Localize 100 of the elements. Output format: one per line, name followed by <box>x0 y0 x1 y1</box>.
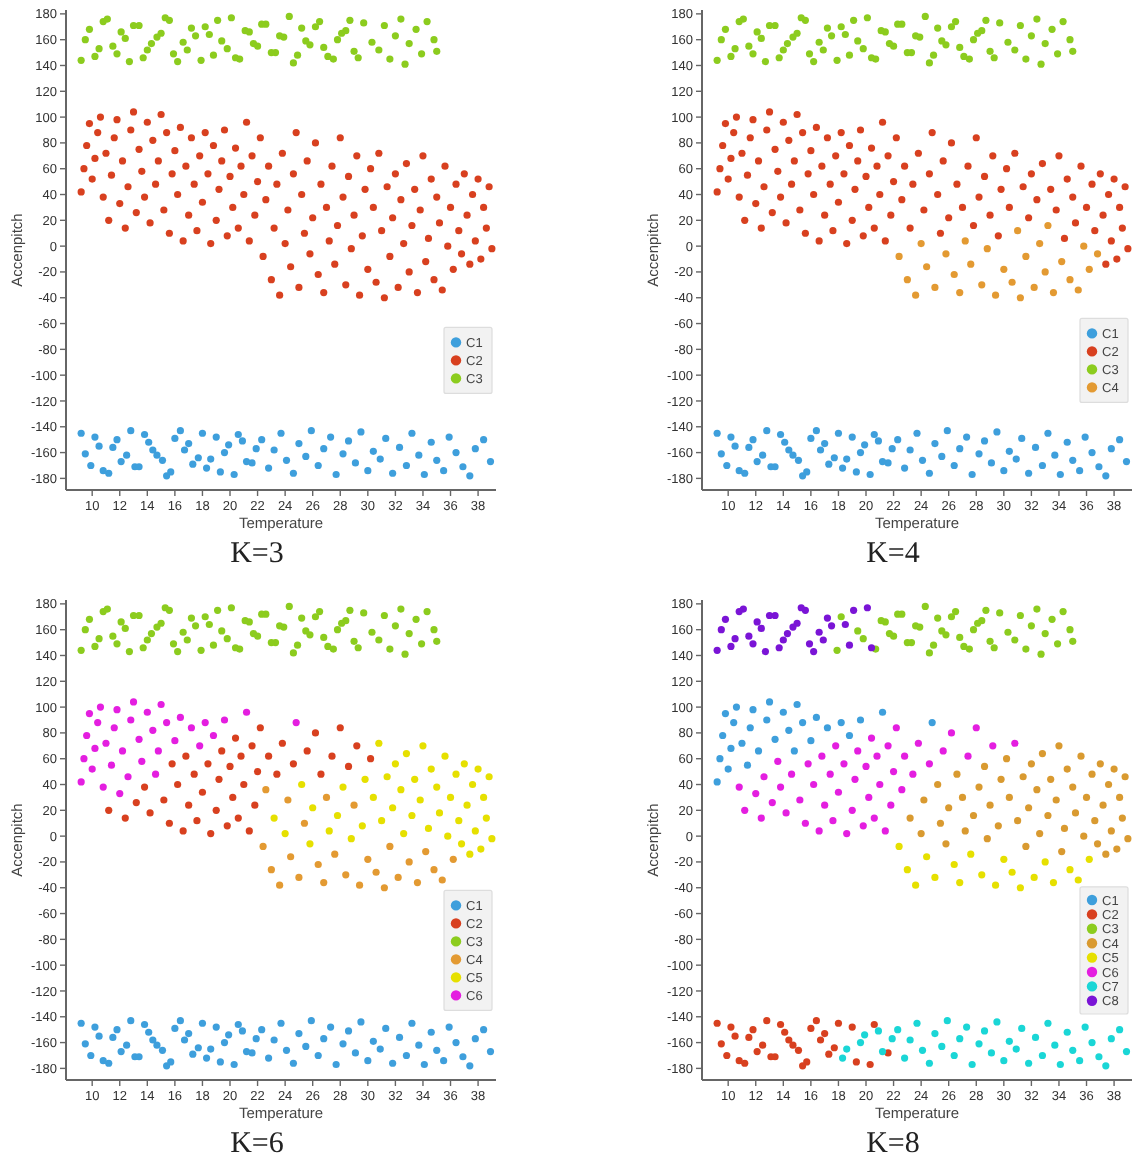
point <box>1033 786 1041 794</box>
point <box>1116 1026 1124 1034</box>
point <box>789 623 797 631</box>
point <box>422 848 430 856</box>
point <box>474 765 482 773</box>
point <box>903 638 911 647</box>
point <box>771 735 779 743</box>
point <box>380 884 388 892</box>
point <box>430 866 438 874</box>
point <box>1000 265 1008 273</box>
point <box>925 1059 933 1067</box>
point <box>174 780 182 789</box>
point <box>386 842 394 851</box>
point <box>925 760 933 768</box>
point <box>805 640 814 648</box>
point <box>1102 850 1110 858</box>
point <box>1052 796 1060 804</box>
point <box>1049 878 1058 887</box>
point <box>135 735 143 743</box>
point <box>276 881 284 889</box>
point <box>419 742 427 750</box>
point <box>775 644 783 652</box>
point <box>328 752 336 760</box>
point <box>364 855 372 863</box>
point <box>1004 628 1012 636</box>
point <box>1076 1057 1084 1065</box>
point <box>207 829 215 838</box>
text: K=8 <box>866 1128 920 1156</box>
point <box>171 737 179 745</box>
point <box>287 853 295 861</box>
point <box>928 718 936 727</box>
point <box>1063 765 1071 773</box>
point <box>735 783 743 791</box>
point <box>978 871 986 879</box>
point <box>471 827 479 835</box>
point <box>1113 845 1121 853</box>
point <box>717 1040 725 1048</box>
point <box>785 1036 793 1044</box>
point <box>931 283 939 292</box>
point <box>96 703 105 711</box>
point <box>242 708 251 716</box>
point <box>1071 809 1080 817</box>
point <box>863 604 871 612</box>
point <box>832 742 840 750</box>
point <box>1049 288 1058 297</box>
point <box>972 724 980 732</box>
point <box>716 755 724 763</box>
point <box>1058 258 1066 266</box>
point <box>975 1040 983 1048</box>
text: K=3 <box>230 538 284 570</box>
point <box>760 773 768 781</box>
point <box>185 801 193 809</box>
point <box>961 827 969 835</box>
point <box>823 614 832 622</box>
point <box>1044 811 1052 820</box>
point <box>819 636 827 644</box>
point <box>816 1036 825 1044</box>
point <box>165 819 173 827</box>
point <box>856 1038 865 1047</box>
point <box>776 1020 785 1029</box>
point <box>289 760 297 768</box>
point <box>353 742 361 750</box>
point <box>895 842 903 851</box>
point <box>997 775 1005 783</box>
point <box>149 726 157 734</box>
point <box>917 829 925 838</box>
point <box>823 724 832 732</box>
point <box>1022 645 1030 653</box>
point <box>1005 793 1013 802</box>
point <box>1085 265 1093 273</box>
point <box>969 811 978 820</box>
point <box>1080 242 1088 250</box>
point <box>253 768 262 776</box>
point <box>251 801 259 809</box>
point <box>1016 611 1024 620</box>
point <box>782 809 790 817</box>
point <box>727 1023 735 1031</box>
point <box>942 250 950 258</box>
point <box>914 739 922 747</box>
point <box>127 716 135 724</box>
point <box>1063 1028 1071 1036</box>
point <box>262 786 270 794</box>
point <box>1066 276 1074 284</box>
point <box>732 703 741 711</box>
point <box>1033 605 1041 613</box>
point <box>187 724 196 732</box>
point <box>1093 840 1102 848</box>
point <box>717 626 725 634</box>
point <box>1122 1048 1131 1056</box>
point <box>83 731 91 740</box>
point <box>859 822 867 830</box>
point <box>774 757 782 765</box>
point <box>1030 873 1038 882</box>
point <box>190 770 198 778</box>
point <box>1000 855 1008 863</box>
point <box>176 713 184 722</box>
point <box>854 627 862 635</box>
point <box>895 252 903 261</box>
point <box>1118 814 1126 822</box>
point <box>433 783 441 791</box>
